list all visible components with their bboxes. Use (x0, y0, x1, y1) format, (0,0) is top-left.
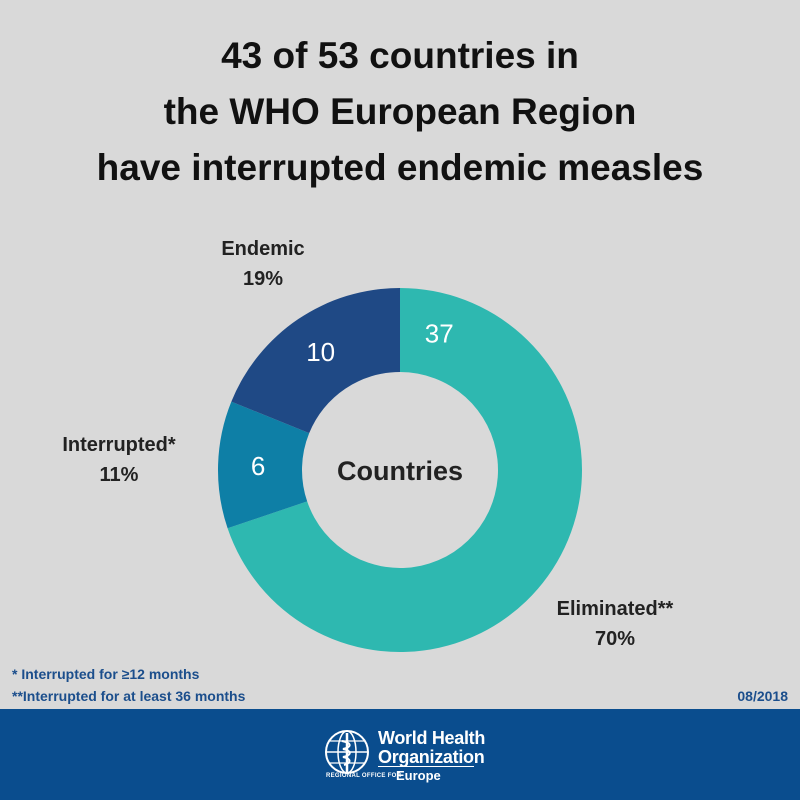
page-title: 43 of 53 countries in the WHO European R… (0, 28, 800, 196)
endemic-label: Endemic 19% (188, 234, 338, 294)
donut-slice-eliminated (227, 288, 582, 652)
date-stamp: 08/2018 (737, 688, 788, 704)
footer-bar: World Health Organization REGIONAL OFFIC… (0, 709, 800, 800)
eliminated-label: Eliminated** 70% (540, 594, 690, 654)
who-emblem-icon (325, 730, 369, 774)
slice-value-eliminated: 37 (425, 319, 454, 349)
donut-slice-endemic (231, 288, 400, 434)
region-label: Europe (396, 768, 441, 783)
slice-value-interrupted: 6 (251, 451, 265, 481)
endemic-name: Endemic (221, 238, 305, 260)
who-name-line-2: Organization (378, 747, 485, 767)
title-line-3: have interrupted endemic measles (96, 147, 704, 188)
regional-office-label: REGIONAL OFFICE FOR (326, 773, 402, 779)
endemic-percent: 19% (242, 268, 284, 290)
interrupted-name: Interrupted* (62, 434, 176, 456)
interrupted-label: Interrupted* 11% (44, 430, 194, 490)
slice-value-endemic: 10 (306, 337, 335, 367)
interrupted-percent: 11% (99, 464, 139, 486)
footer-divider (378, 766, 474, 767)
donut-slice-interrupted (218, 401, 310, 529)
center-label: Countries (337, 456, 463, 486)
slice-value-labels: 37 6 10 (251, 319, 454, 481)
eliminated-name: Eliminated** (556, 598, 674, 620)
footnote-eliminated: **Interrupted for at least 36 months (12, 688, 246, 704)
title-line-1: 43 of 53 countries in (221, 35, 579, 76)
title-line-2: the WHO European Region (163, 91, 637, 132)
donut-slices (218, 288, 582, 652)
who-name-line-1: World Health (378, 728, 486, 748)
footnote-interrupted: * Interrupted for ≥12 months (12, 666, 200, 682)
eliminated-percent: 70% (594, 628, 636, 650)
who-name: World Health Organization (378, 729, 485, 767)
